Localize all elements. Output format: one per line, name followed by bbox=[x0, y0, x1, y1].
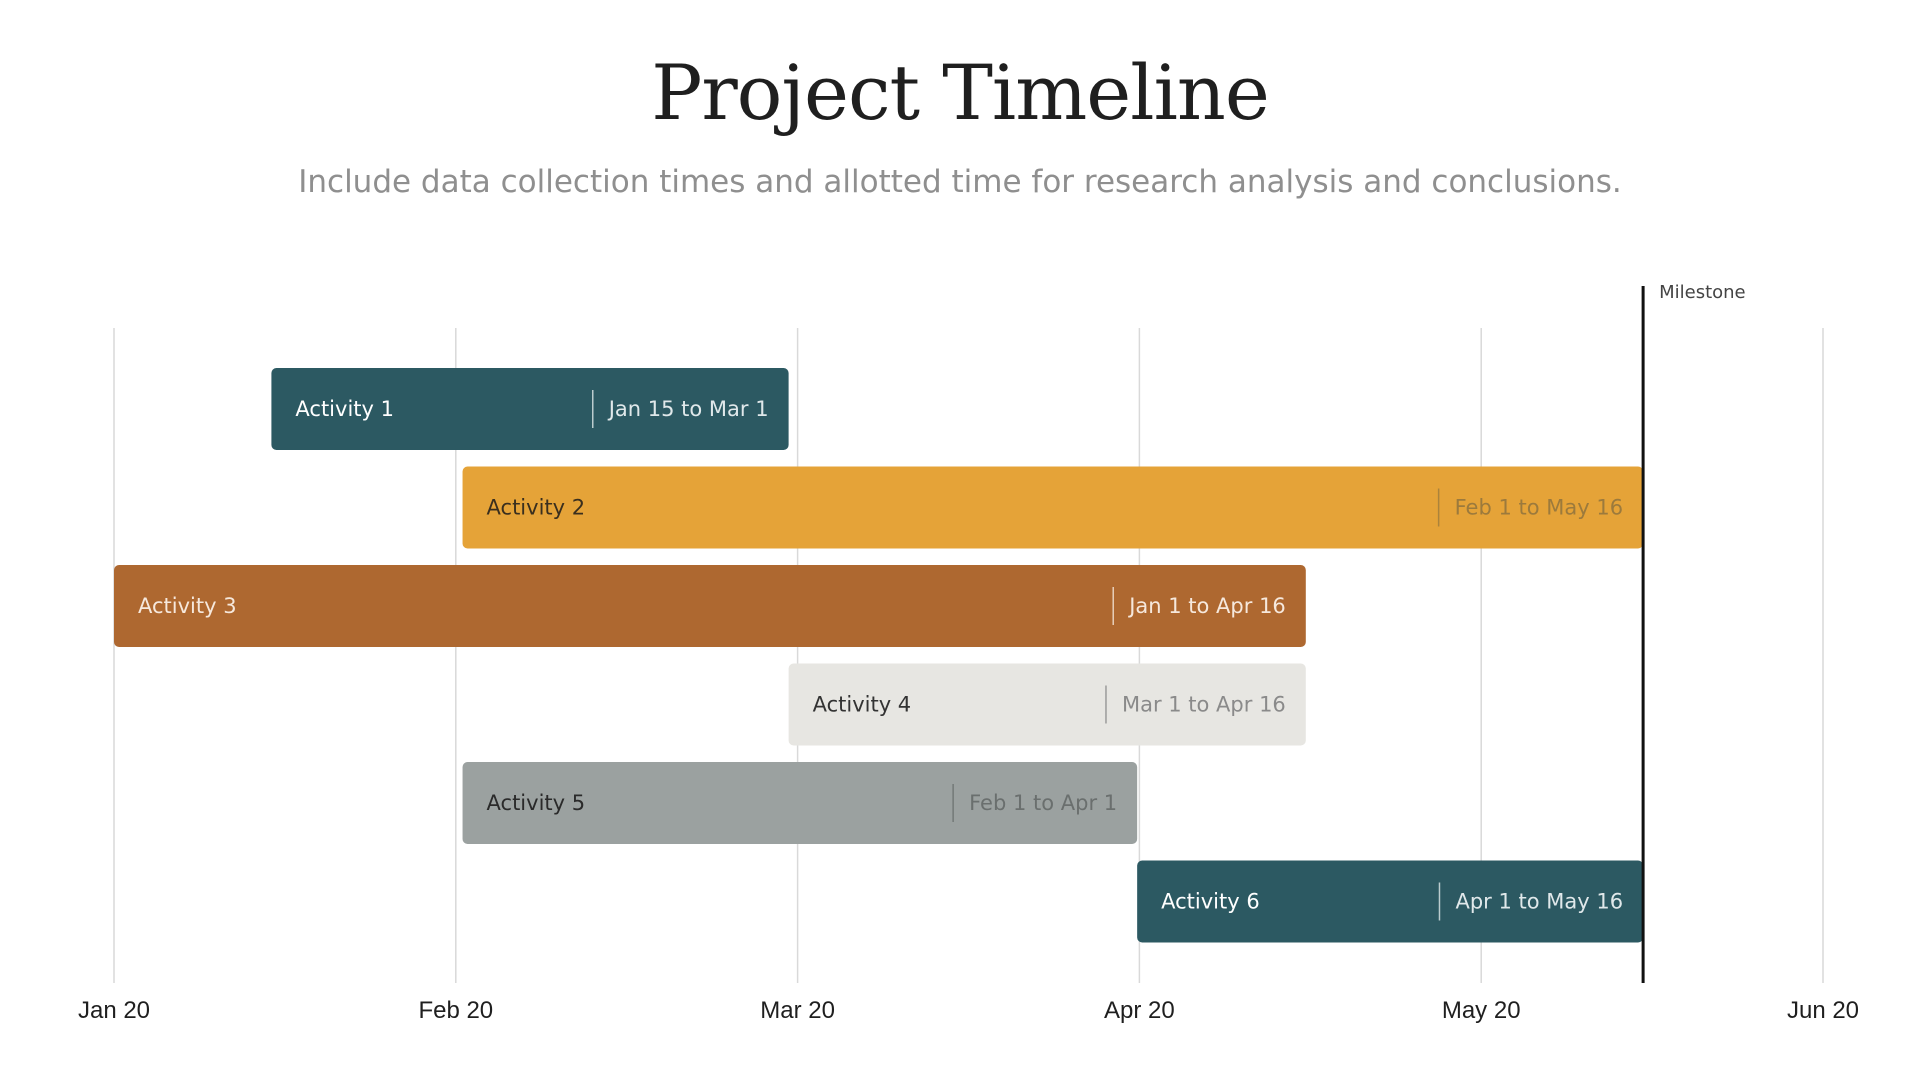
task-bar bbox=[462, 466, 1644, 549]
page-subtitle: Include data collection times and allott… bbox=[298, 164, 1622, 200]
x-tick-label: Apr 20 bbox=[1104, 997, 1175, 1024]
task-name-label: Activity 3 bbox=[138, 594, 237, 618]
task-range-label: Feb 1 to Apr 1 bbox=[969, 791, 1117, 815]
page-title: Project Timeline bbox=[651, 48, 1270, 137]
task-range-label: Feb 1 to May 16 bbox=[1455, 496, 1623, 520]
task-bar bbox=[1137, 860, 1644, 943]
task-range-label: Apr 1 to May 16 bbox=[1455, 890, 1623, 914]
task-name-label: Activity 4 bbox=[813, 693, 912, 717]
task-bar bbox=[788, 663, 1306, 746]
task-name-label: Activity 5 bbox=[487, 791, 586, 815]
task-name-label: Activity 6 bbox=[1161, 890, 1260, 914]
x-tick-label: Jan 20 bbox=[78, 997, 150, 1024]
x-tick-label: Jun 20 bbox=[1787, 997, 1859, 1024]
task-name-label: Activity 2 bbox=[487, 496, 586, 520]
task-name-label: Activity 1 bbox=[295, 397, 394, 421]
milestone-label: Milestone bbox=[1659, 282, 1746, 303]
task-bar bbox=[462, 762, 1138, 844]
task-range-label: Jan 1 to Apr 16 bbox=[1127, 594, 1286, 618]
x-tick-label: Feb 20 bbox=[418, 997, 493, 1024]
task-range-label: Jan 15 to Mar 1 bbox=[607, 397, 769, 421]
task-bar bbox=[271, 368, 789, 450]
x-tick-label: May 20 bbox=[1442, 997, 1521, 1024]
task-bar bbox=[114, 565, 1306, 647]
task-range-label: Mar 1 to Apr 16 bbox=[1122, 693, 1286, 717]
x-tick-label: Mar 20 bbox=[760, 997, 835, 1024]
